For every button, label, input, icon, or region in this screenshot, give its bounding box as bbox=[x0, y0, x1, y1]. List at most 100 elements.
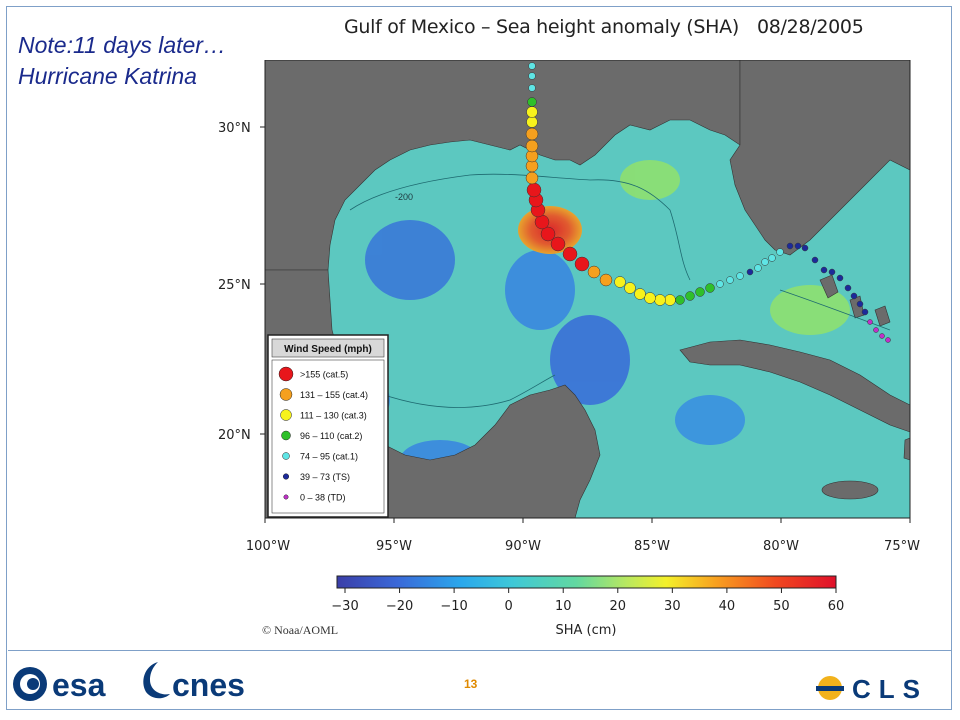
wind-speed-legend: Wind Speed (mph) >155 (cat.5) 131 – 155 (… bbox=[267, 334, 389, 518]
image-credit: © Noaa/AOML bbox=[262, 623, 339, 637]
track-point bbox=[525, 127, 539, 141]
track-point bbox=[768, 254, 776, 262]
track-point bbox=[794, 242, 802, 250]
legend-swatch bbox=[283, 494, 289, 500]
colorbar-tick-label: −20 bbox=[386, 599, 413, 614]
track-point bbox=[828, 268, 836, 276]
lon-label-100w: 100°W bbox=[246, 539, 290, 554]
track-point bbox=[528, 62, 536, 70]
map-border bbox=[264, 60, 911, 519]
colorbar-tick-label: −30 bbox=[331, 599, 358, 614]
lat-label-25n: 25°N bbox=[218, 278, 251, 293]
colorbar-tick-label: 30 bbox=[664, 599, 681, 614]
track-point bbox=[528, 72, 536, 80]
hurricane-track bbox=[525, 62, 891, 343]
colorbar-tick-label: 50 bbox=[773, 599, 790, 614]
track-point bbox=[836, 274, 844, 282]
lat-label-20n: 20°N bbox=[218, 428, 251, 443]
legend-swatch bbox=[281, 430, 291, 441]
note-line-1: Note:11 days later… bbox=[18, 32, 226, 58]
cnes-logo-text: cnes bbox=[172, 667, 245, 702]
track-point bbox=[736, 272, 744, 280]
contour-label: -200 bbox=[395, 192, 413, 202]
esa-logo: esa bbox=[13, 667, 106, 703]
note-text: Note:11 days later… Hurricane Katrina bbox=[18, 30, 226, 92]
colorbar-tick-label: 60 bbox=[828, 599, 845, 614]
legend-label: 131 – 155 (cat.4) bbox=[300, 390, 368, 400]
cls-logo-text: CLS bbox=[852, 674, 928, 704]
sha-colorbar: −30 −20 −10 0 10 20 30 40 50 60 SHA (cm) bbox=[331, 575, 845, 638]
legend-label: 39 – 73 (TS) bbox=[300, 472, 350, 482]
legend-label: 74 – 95 (cat.1) bbox=[300, 452, 358, 462]
lon-label-90w: 90°W bbox=[505, 539, 541, 554]
legend-label: 111 – 130 (cat.3) bbox=[300, 411, 367, 421]
track-point bbox=[526, 106, 538, 118]
colorbar-tick-label: −10 bbox=[440, 599, 467, 614]
track-point bbox=[624, 282, 636, 294]
legend-swatch bbox=[282, 452, 290, 460]
track-point bbox=[879, 333, 885, 339]
colorbar-tick-label: 0 bbox=[505, 599, 513, 614]
track-point bbox=[599, 273, 613, 287]
depth-contours bbox=[349, 173, 891, 408]
track-point bbox=[885, 337, 891, 343]
map-title: Gulf of Mexico – Sea height anomaly (SHA… bbox=[344, 16, 864, 38]
note-line-2: Hurricane Katrina bbox=[18, 63, 197, 89]
track-point bbox=[540, 226, 556, 242]
colorbar-label: SHA (cm) bbox=[555, 623, 616, 638]
track-point bbox=[705, 283, 715, 293]
track-point bbox=[820, 266, 828, 274]
track-point bbox=[850, 292, 858, 300]
legend-swatch bbox=[278, 366, 294, 382]
track-point bbox=[726, 276, 734, 284]
page-number: 13 bbox=[464, 677, 478, 691]
colorbar-tick-label: 10 bbox=[555, 599, 572, 614]
cnes-logo: cnes bbox=[143, 662, 245, 702]
legend-title: Wind Speed (mph) bbox=[284, 344, 372, 355]
track-point bbox=[761, 258, 769, 266]
track-point bbox=[525, 139, 539, 153]
track-point bbox=[856, 300, 864, 308]
lat-label-30n: 30°N bbox=[218, 121, 251, 136]
track-point bbox=[528, 84, 536, 92]
map-title-text: Gulf of Mexico – Sea height anomaly (SHA… bbox=[344, 16, 739, 38]
track-point bbox=[695, 287, 705, 297]
footer-divider bbox=[8, 650, 952, 651]
track-point bbox=[526, 116, 538, 128]
track-point bbox=[801, 244, 809, 252]
lon-label-75w: 75°W bbox=[884, 539, 920, 554]
track-point bbox=[675, 295, 685, 305]
esa-logo-text: esa bbox=[52, 667, 106, 703]
track-point bbox=[525, 171, 539, 185]
legend-label: 96 – 110 (cat.2) bbox=[300, 431, 362, 441]
longitude-axis: 100°W 95°W 90°W 85°W 80°W 75°W bbox=[246, 518, 920, 554]
track-point bbox=[526, 182, 542, 198]
sea-height-map: -200 30°N 25°N 20°N 100°W 95°W 90°W 85°W… bbox=[218, 60, 920, 638]
track-point bbox=[811, 256, 819, 264]
track-point bbox=[574, 256, 590, 272]
track-point bbox=[634, 288, 646, 300]
lon-label-80w: 80°W bbox=[763, 539, 799, 554]
colorbar-tick-label: 40 bbox=[719, 599, 736, 614]
legend-swatch bbox=[280, 409, 292, 421]
map-date: 08/28/2005 bbox=[756, 16, 864, 38]
legend-swatch bbox=[282, 473, 290, 480]
colorbar-tick-label: 20 bbox=[610, 599, 627, 614]
track-point bbox=[754, 264, 762, 272]
track-point bbox=[861, 308, 869, 316]
track-point bbox=[587, 265, 601, 279]
track-point bbox=[562, 246, 578, 262]
track-point bbox=[873, 327, 879, 333]
track-point bbox=[664, 294, 676, 306]
cls-logo: CLS bbox=[816, 674, 928, 704]
lon-label-85w: 85°W bbox=[634, 539, 670, 554]
track-point bbox=[550, 236, 566, 252]
track-point bbox=[716, 280, 724, 288]
track-point bbox=[786, 242, 794, 250]
track-point bbox=[844, 284, 852, 292]
track-point bbox=[644, 292, 656, 304]
lon-label-95w: 95°W bbox=[376, 539, 412, 554]
legend-swatch bbox=[279, 388, 293, 401]
track-point bbox=[527, 97, 537, 107]
track-point bbox=[867, 319, 873, 325]
